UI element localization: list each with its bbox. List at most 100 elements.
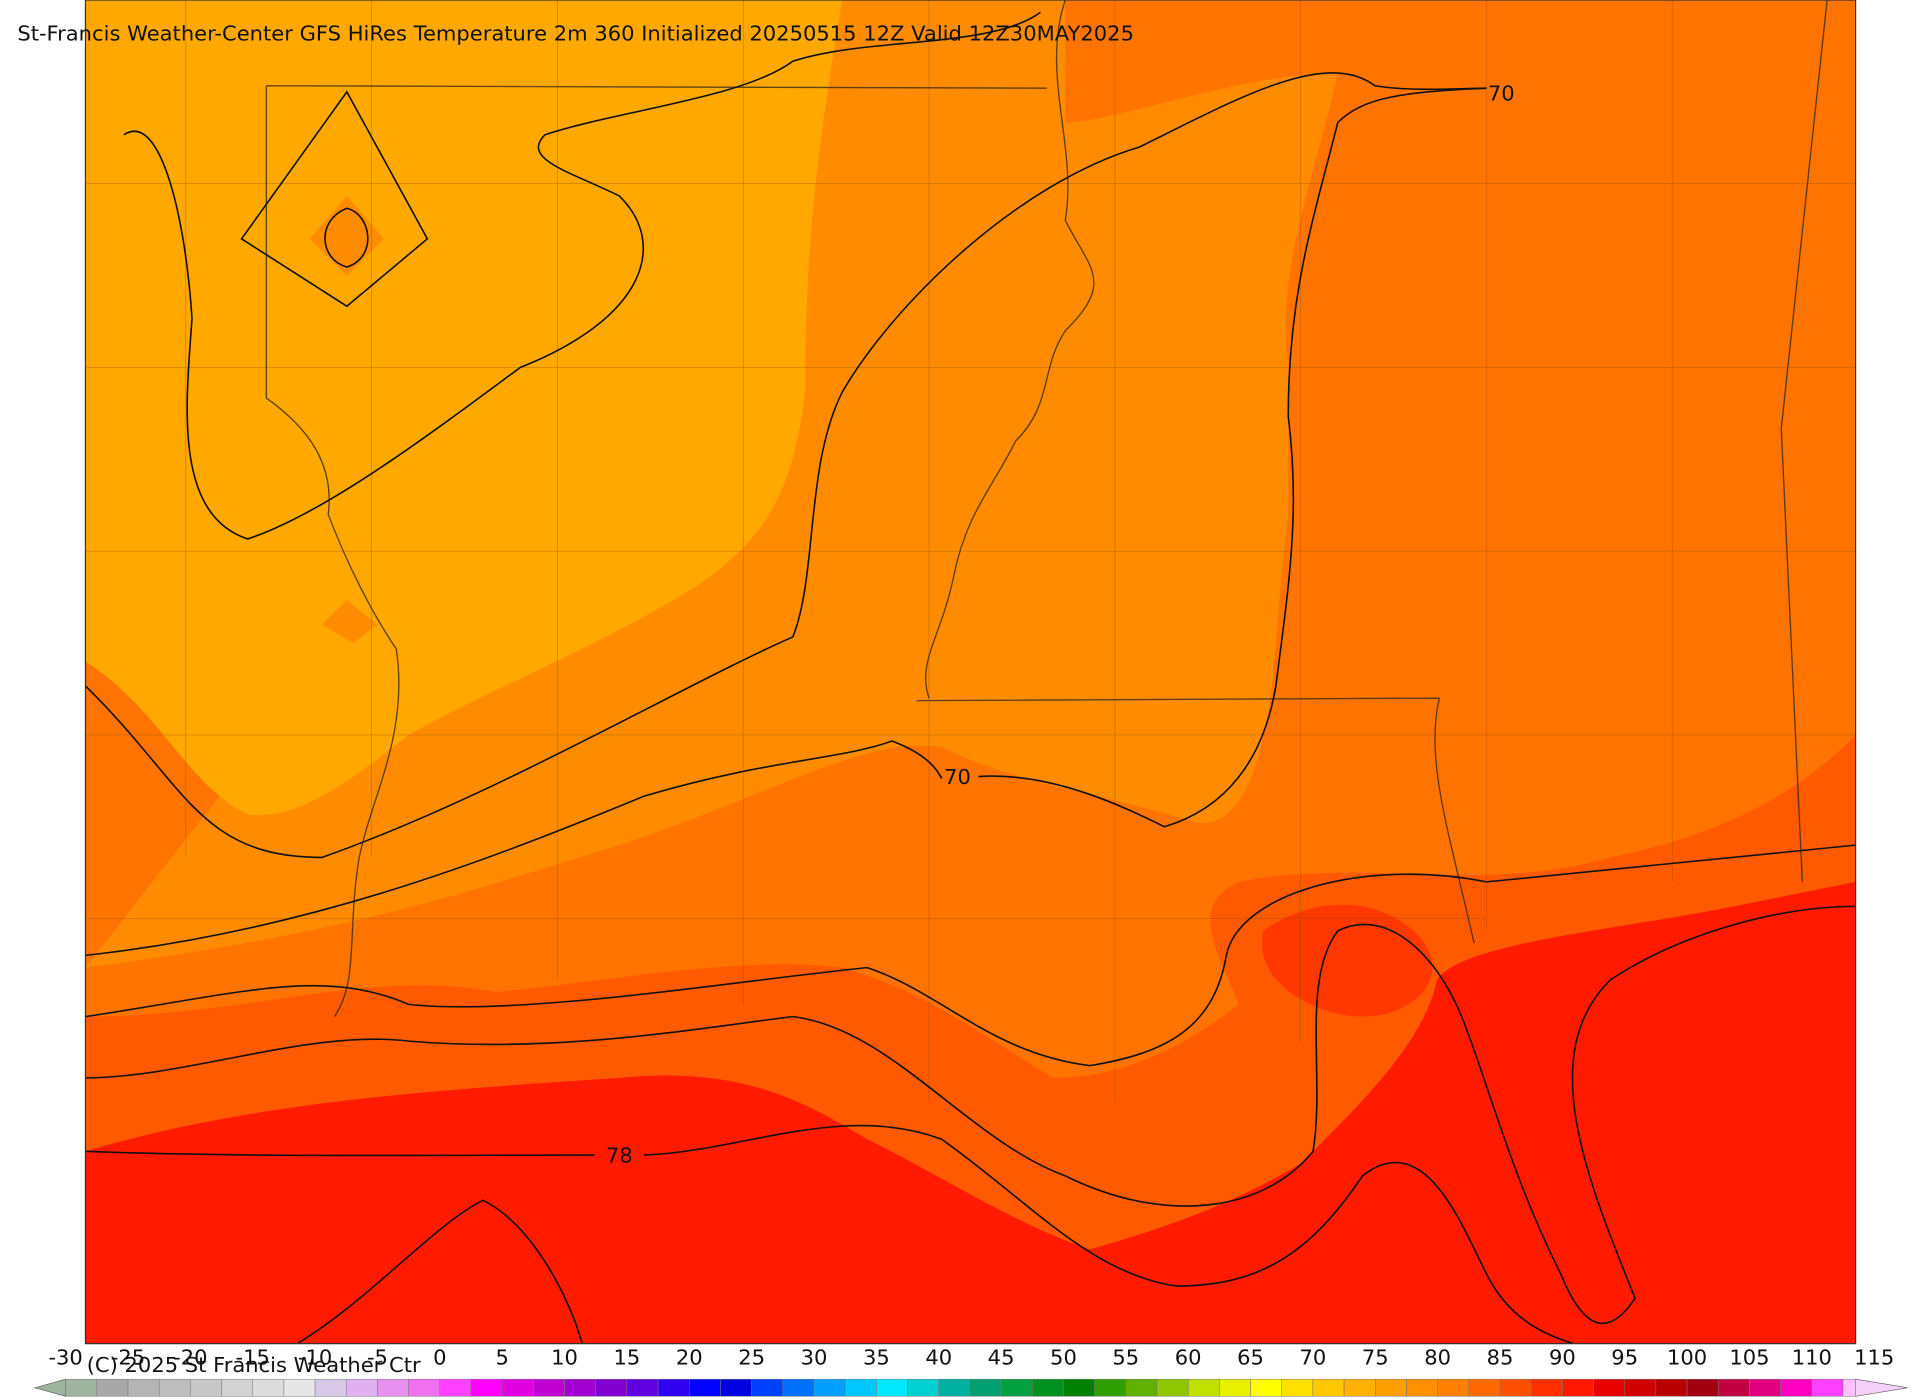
colorbar-swatch [1125, 1378, 1158, 1397]
colorbar-swatch [844, 1378, 877, 1397]
colorbar-swatch [1562, 1378, 1594, 1397]
temperature-band [85, 0, 843, 816]
colorbar-swatch [439, 1378, 472, 1397]
colorbar-swatch [1780, 1378, 1813, 1397]
colorbar-swatch [252, 1378, 285, 1397]
colorbar-swatch [346, 1378, 378, 1397]
state-border [265, 0, 1828, 944]
colorbar-tick-label: 115 [1854, 1346, 1894, 1370]
map-area [85, 0, 1856, 1344]
colorbar-swatch [1718, 1378, 1750, 1397]
colorbar-swatch [1094, 1378, 1127, 1397]
contour-label: 70 [1488, 82, 1515, 106]
colorbar-swatch [501, 1378, 534, 1397]
colorbar-swatch [283, 1378, 316, 1397]
colorbar-swatch [1811, 1378, 1844, 1397]
map-title: St-Francis Weather-Center GFS HiRes Temp… [17, 22, 1134, 46]
map-frame [84, 0, 1857, 1345]
colorbar-swatch [1406, 1378, 1438, 1397]
colorbar-swatch [1375, 1378, 1407, 1397]
colorbar-swatch [190, 1378, 222, 1397]
colorbar-tick-label: 10 [551, 1346, 578, 1370]
colorbar-swatch [969, 1378, 1002, 1397]
temperature-blob [309, 195, 384, 644]
colorbar-swatch [1343, 1378, 1376, 1397]
colorbar-swatch [720, 1378, 752, 1397]
colorbar-tick-label: -5 [367, 1346, 388, 1370]
temperature-band [85, 881, 1856, 1344]
colorbar-tick-label: 95 [1611, 1346, 1638, 1370]
colorbar-tick-label: 0 [433, 1346, 446, 1370]
colorbar-swatch [408, 1378, 441, 1397]
colorbar-swatch [1842, 1378, 1856, 1397]
colorbar-swatch [1156, 1378, 1189, 1397]
colorbar-swatch [1749, 1378, 1781, 1397]
colorbar-arrow-high [1855, 1378, 1908, 1397]
contour-line [85, 844, 1856, 1067]
colorbar-tick-label: 70 [1300, 1346, 1327, 1370]
colorbar-tick-label: 30 [801, 1346, 828, 1370]
colorbar-tick-label: 40 [925, 1346, 952, 1370]
colorbar-tick-label: 60 [1175, 1346, 1202, 1370]
contour-label: 78 [606, 1143, 633, 1167]
colorbar-swatch [689, 1378, 721, 1397]
colorbar-swatch [1063, 1378, 1095, 1397]
colorbar-swatch [1250, 1378, 1282, 1397]
colorbar-tick-label: 55 [1112, 1346, 1139, 1370]
temperature-blob [1261, 904, 1433, 1017]
colorbar-tick-label: 80 [1424, 1346, 1451, 1370]
colorbar-tick-label: 75 [1362, 1346, 1389, 1370]
contour-line [240, 90, 429, 308]
colorbar-tick-label: 15 [614, 1346, 641, 1370]
colorbar-tick-label: 90 [1549, 1346, 1576, 1370]
colorbar-swatch [1624, 1378, 1657, 1397]
colorbar-swatch [907, 1378, 939, 1397]
colorbar-swatch [314, 1378, 347, 1397]
colorbar-swatch [595, 1378, 628, 1397]
contour-line [85, 1124, 1574, 1344]
colorbar-swatch [876, 1378, 908, 1397]
colorbar-swatch [96, 1378, 129, 1397]
colorbar-swatch [1032, 1378, 1064, 1397]
colorbar-swatch [1499, 1378, 1532, 1397]
colorbar-swatch [1530, 1378, 1563, 1397]
colorbar-swatch [158, 1378, 191, 1397]
contour-line [85, 72, 1487, 859]
colorbar-swatch [377, 1378, 409, 1397]
colorbar-swatch [938, 1378, 971, 1397]
colorbar-swatch [751, 1378, 784, 1397]
river [265, 0, 1095, 1017]
colorbar-swatch [1281, 1378, 1314, 1397]
colorbar-swatch [813, 1378, 846, 1397]
colorbar-tick-label: -15 [236, 1346, 270, 1370]
colorbar-tick-label: -20 [173, 1346, 207, 1370]
colorbar-tick-label: -10 [298, 1346, 332, 1370]
colorbar-tick-label: 100 [1667, 1346, 1707, 1370]
colorbar-swatch [657, 1378, 690, 1397]
colorbar-tick-label: 65 [1237, 1346, 1264, 1370]
colorbar-arrow-low [33, 1378, 66, 1397]
colorbar-swatch [1593, 1378, 1625, 1397]
colorbar-tick-label: 110 [1792, 1346, 1832, 1370]
colorbar-swatch [1187, 1378, 1220, 1397]
contour-label: 70 [944, 765, 971, 789]
colorbar-swatch [1000, 1378, 1033, 1397]
colorbar-swatch [1686, 1378, 1719, 1397]
county-lines [85, 0, 1856, 1103]
colorbar: -30 -25 -20 -15 -10 -5 0 5 10 15 20 25 30 35 40 45 50 55 6… [48, 1346, 1894, 1397]
colorbar-swatch [65, 1378, 98, 1397]
colorbar-tick-label: 20 [676, 1346, 703, 1370]
colorbar-swatch [1219, 1378, 1251, 1397]
colorbar-swatch [1437, 1378, 1470, 1397]
contour-line [123, 11, 1041, 540]
contour-line [85, 905, 1856, 1325]
colorbar-swatch [533, 1378, 565, 1397]
contour-labels: 70 70 78 [606, 82, 1515, 1168]
colorbar-tick-label: 45 [988, 1346, 1015, 1370]
contour-line [296, 1199, 583, 1344]
copyright: (C) 2025 St Francis Weather Ctr [87, 1353, 421, 1377]
colorbar-swatch [470, 1378, 503, 1397]
colorbar-tick-label: 85 [1487, 1346, 1514, 1370]
